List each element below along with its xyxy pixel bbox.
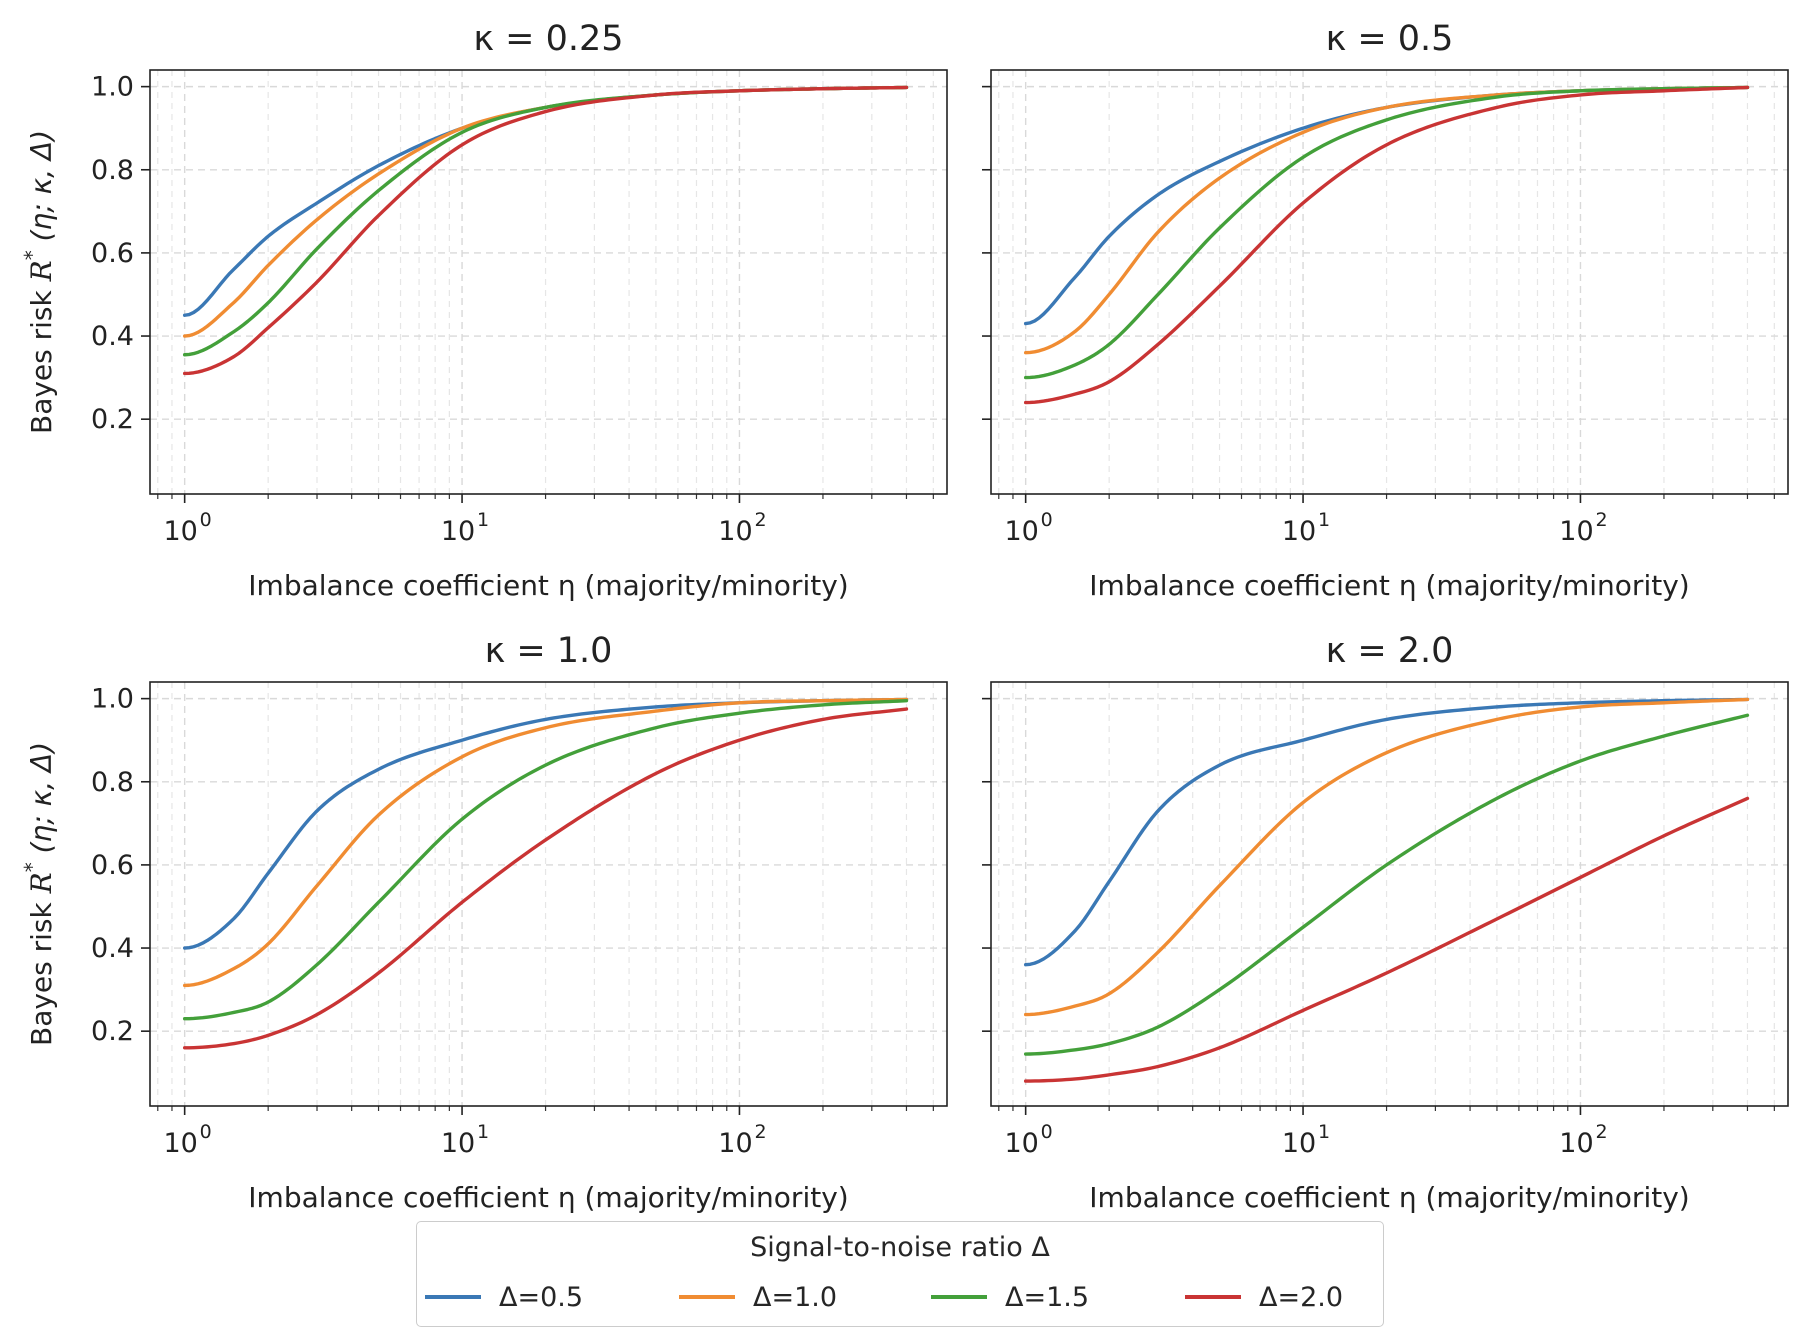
axes-frame [149,69,948,495]
x-axis-label: Imbalance coefficient η (majority/minori… [1089,1181,1689,1214]
major-gridlines [150,682,947,1106]
plot-area [150,682,947,1106]
plot-area [150,70,947,494]
legend: Signal-to-noise ratio Δ Δ=0.5 Δ=1.0 Δ=1.… [416,1221,1384,1327]
x-tick-exponent: 0 [200,1121,212,1143]
x-tick-exponent: 2 [1595,509,1607,531]
y-axis-label: Bayes risk R* (η; κ, Δ) [20,742,58,1046]
axes-frame [990,69,1789,495]
y-tick-label: 0.4 [91,933,134,964]
x-tick-exponent: 1 [477,509,489,531]
legend-item-delta-1-0: Δ=1.0 [679,1280,837,1314]
subplot-1: 10 0 10 1 10 20.20.40.60.81.0κ = 0.25Imbalanc… [20,19,948,602]
x-tick-label: 10 [718,1128,752,1159]
legend-label: Δ=0.5 [499,1281,584,1313]
legend-label: Δ=1.0 [753,1281,838,1313]
series-line--2-0 [1023,796,1750,1083]
x-tick-exponent: 1 [477,1121,489,1143]
series-line--2-0 [182,85,909,376]
series-line--1-5 [1023,85,1750,380]
series-line--1-0 [1023,697,1750,1017]
legend-label: Δ=2.0 [1259,1281,1344,1313]
x-tick-exponent: 2 [1595,1121,1607,1143]
plot-area [991,70,1788,494]
x-tick-label: 10 [1559,1128,1593,1159]
legend-item-delta-1-5: Δ=1.5 [931,1280,1089,1314]
x-tick-exponent: 2 [754,509,766,531]
x-tick-exponent: 1 [1318,1121,1330,1143]
series-line--1-5 [182,699,909,1021]
y-axis-label: Bayes risk R* (η; κ, Δ) [20,130,58,434]
x-tick-label: 10 [441,1128,475,1159]
legend-swatch [1185,1295,1241,1299]
y-tick-label: 0.6 [91,850,134,881]
series-line--2-0 [1023,85,1750,405]
y-tick-label: 0.4 [91,321,134,352]
major-gridlines [991,70,1788,494]
y-axis-label-text: Bayes risk [25,281,58,434]
subplot-title: κ = 0.25 [473,19,623,59]
x-tick-label: 10 [718,516,752,547]
legend-title: Signal-to-noise ratio Δ [750,1232,1050,1263]
x-tick-label: 10 [1559,516,1593,547]
legend-swatch [679,1295,735,1299]
legend-swatch [425,1295,481,1299]
y-tick-label: 0.8 [91,155,134,186]
y-axis-label-text: Bayes risk [25,893,58,1046]
x-axis-label: Imbalance coefficient η (majority/minori… [248,569,848,602]
x-tick-label: 10 [1282,1128,1316,1159]
major-gridlines [150,70,947,494]
series-line--2-0 [182,707,909,1050]
series-line--0-5 [1023,697,1750,967]
subplot-title: κ = 2.0 [1326,631,1454,671]
series-line--1-5 [1023,713,1750,1056]
x-tick-exponent: 2 [754,1121,766,1143]
series-line--1-0 [182,697,909,988]
axes-frame [990,681,1789,1107]
y-tick-label: 0.8 [91,767,134,798]
y-tick-label: 0.2 [91,404,134,435]
x-tick-exponent: 0 [1041,509,1053,531]
x-tick-label: 10 [163,1128,197,1159]
y-axis-label-args: (η; κ, Δ) [25,742,58,862]
subplot-3: 10 0 10 1 10 20.20.40.60.81.0κ = 1.0Imbalance… [20,631,948,1214]
y-tick-label: 1.0 [91,72,134,103]
x-tick-label: 10 [1004,516,1038,547]
subplot-title: κ = 0.5 [1326,19,1454,59]
y-axis-label-superscript: * [20,862,44,872]
x-tick-exponent: 0 [1041,1121,1053,1143]
legend-item-delta-2-0: Δ=2.0 [1185,1280,1343,1314]
legend-item-delta-0-5: Δ=0.5 [425,1280,583,1314]
y-axis-label-symbol: R [25,260,58,282]
x-tick-label: 10 [1004,1128,1038,1159]
x-axis-label: Imbalance coefficient η (majority/minori… [1089,569,1689,602]
x-tick-label: 10 [163,516,197,547]
subplot-title: κ = 1.0 [485,631,613,671]
x-tick-exponent: 1 [1318,509,1330,531]
legend-swatch [931,1295,987,1299]
y-axis-label-superscript: * [20,250,44,260]
x-tick-exponent: 0 [200,509,212,531]
minor-gridlines [998,70,1775,499]
x-axis-label: Imbalance coefficient η (majority/minori… [248,1181,848,1214]
y-axis-label-args: (η; κ, Δ) [25,130,58,250]
y-tick-label: 0.2 [91,1016,134,1047]
minor-gridlines [157,70,934,499]
y-tick-label: 0.6 [91,238,134,269]
y-tick-label: 1.0 [91,684,134,715]
legend-label: Δ=1.5 [1005,1281,1090,1313]
x-tick-label: 10 [1282,516,1316,547]
y-axis-label-symbol: R [25,872,58,894]
x-tick-label: 10 [441,516,475,547]
axes-frame [149,681,948,1107]
